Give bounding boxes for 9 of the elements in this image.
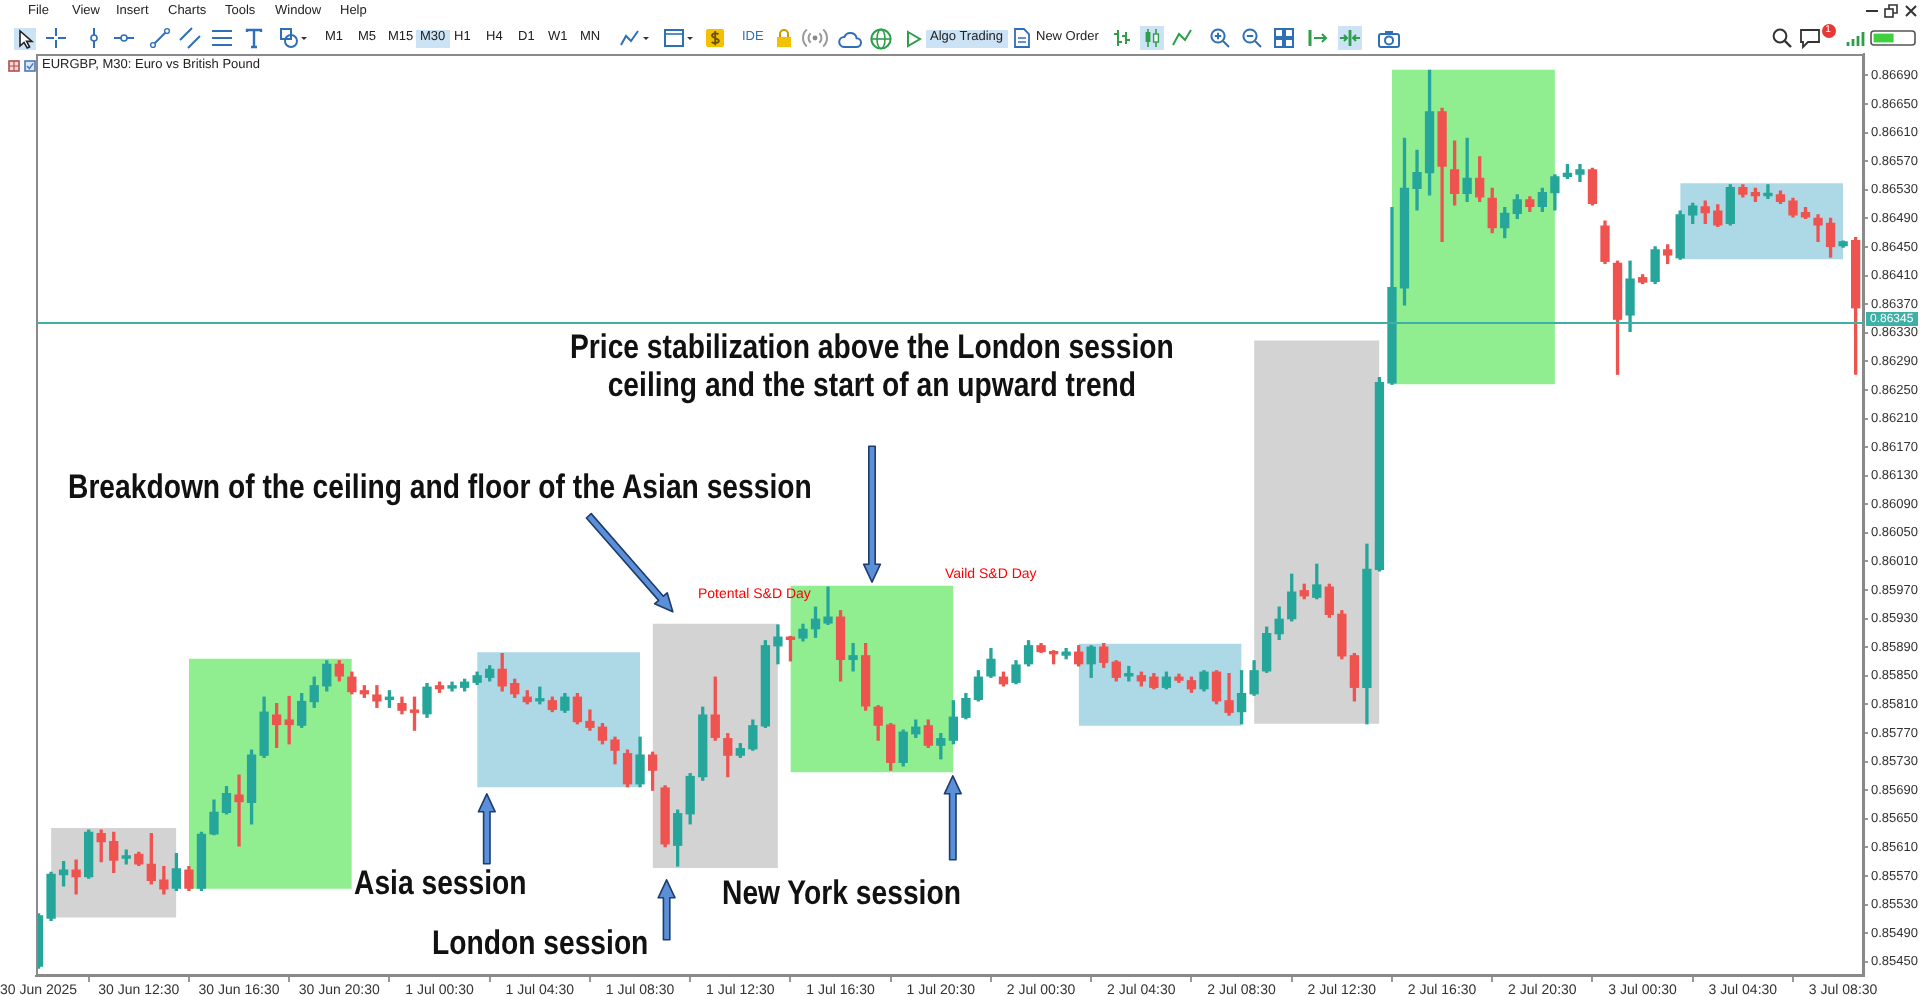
annotation: Breakdown of the ceiling and floor of the Asian session: [67, 467, 812, 506]
annotation: London session: [432, 924, 649, 963]
annotation: New York session: [721, 874, 961, 913]
candlestick: [848, 642, 858, 672]
annotation: Price stabilization above the London session ceiling and the start of an upward trend: [569, 327, 1174, 404]
annotation: Asia session: [353, 864, 527, 903]
candlestick: [234, 774, 244, 847]
candlestick: [1763, 184, 1773, 200]
candlestick: [71, 859, 81, 895]
